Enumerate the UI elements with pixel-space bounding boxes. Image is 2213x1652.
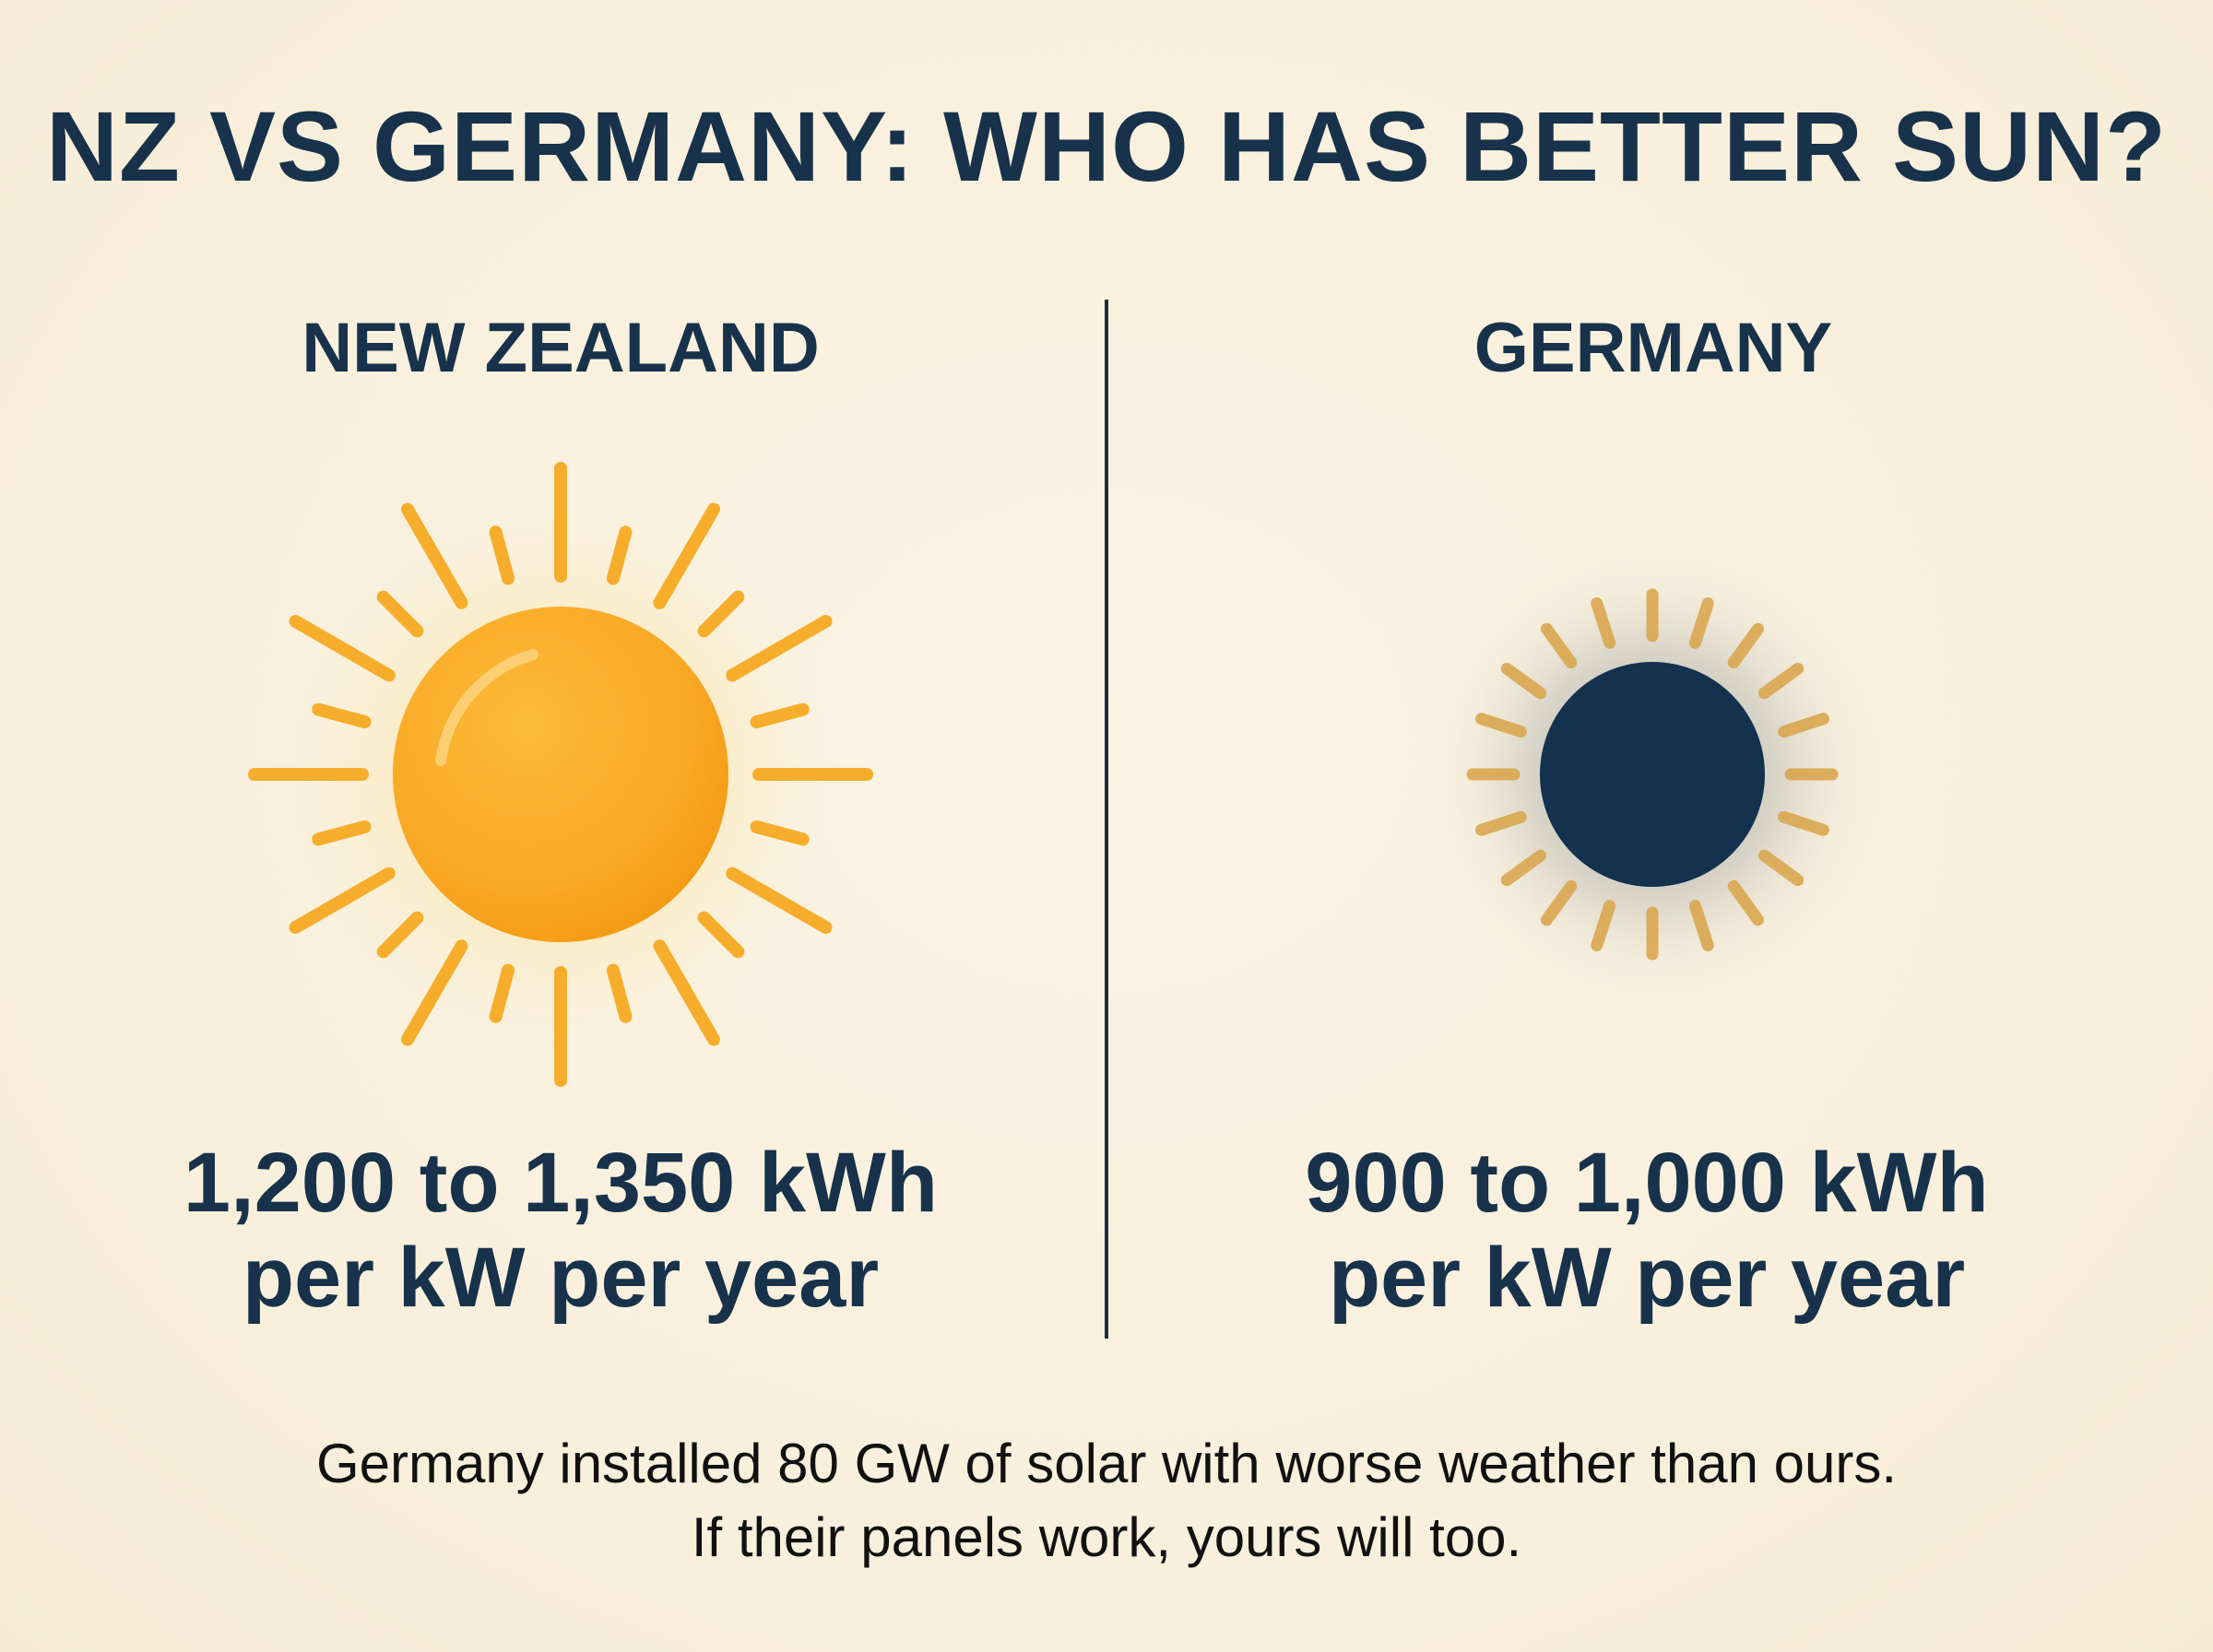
column-divider xyxy=(1105,300,1108,1339)
germany-heading: GERMANY xyxy=(1473,309,1833,387)
sun-ray xyxy=(376,911,424,959)
sun-ray xyxy=(489,963,515,1023)
sun-ray xyxy=(1778,810,1829,836)
sun-ray xyxy=(750,702,810,729)
page-title: NZ VS GERMANY: WHO HAS BETTER SUN? xyxy=(46,90,2167,202)
footer-line-1: Germany installed 80 GW of solar with wo… xyxy=(315,1433,1898,1494)
germany-yield-unit: per kW per year xyxy=(1328,1231,1966,1326)
sun-ray xyxy=(653,939,720,1046)
sun-ray xyxy=(1500,849,1547,887)
sun-ray xyxy=(653,502,720,609)
sun-ray xyxy=(289,867,396,934)
footer-line-2: If their panels work, yours will too. xyxy=(691,1505,1522,1568)
sun-ray xyxy=(376,590,424,638)
germany-yield-stat: 900 to 1,000 kWh per kW per year xyxy=(1140,1136,2154,1326)
germany-yield-range: 900 to 1,000 kWh xyxy=(1305,1136,1989,1230)
sun-ray xyxy=(1540,622,1578,669)
sun-ray xyxy=(1688,900,1714,951)
sun-ray xyxy=(1475,713,1527,738)
sun-ray xyxy=(1540,879,1578,926)
sun-ray xyxy=(1475,810,1527,836)
nz-yield-range: 1,200 to 1,350 kWh xyxy=(183,1136,939,1230)
sun-ray xyxy=(1727,622,1765,669)
nz-heading: NEW ZEALAND xyxy=(302,309,820,387)
sun-ray xyxy=(606,525,633,585)
sun-ray xyxy=(726,615,833,682)
sun-ray xyxy=(697,911,745,959)
sun-ray xyxy=(1688,597,1714,649)
sun-ray xyxy=(1591,597,1616,649)
nz-yield-unit: per kW per year xyxy=(242,1231,880,1326)
sun-ray xyxy=(1757,662,1805,700)
sun-ray xyxy=(1591,900,1616,951)
sun-ray xyxy=(750,820,810,846)
sun-ray xyxy=(1500,662,1547,700)
sun-ray xyxy=(401,502,468,609)
sun-ray xyxy=(289,615,396,682)
sun-ray xyxy=(1778,713,1829,738)
dim-eclipsed-sun-icon xyxy=(1422,544,1883,1005)
sun-ray xyxy=(312,702,372,729)
sun-ray xyxy=(697,590,745,638)
footer-note: Germany installed 80 GW of solar with wo… xyxy=(0,1427,2213,1575)
sun-ray xyxy=(489,525,515,585)
nz-yield-stat: 1,200 to 1,350 kWh per kW per year xyxy=(53,1136,1068,1326)
sun-ray xyxy=(312,820,372,846)
sun-ray xyxy=(401,939,468,1046)
sun-ray xyxy=(1727,879,1765,926)
bright-sun-icon xyxy=(248,462,873,1087)
sun-ray xyxy=(726,867,833,934)
sun-ray xyxy=(606,963,633,1023)
sun-ray xyxy=(1757,849,1805,887)
